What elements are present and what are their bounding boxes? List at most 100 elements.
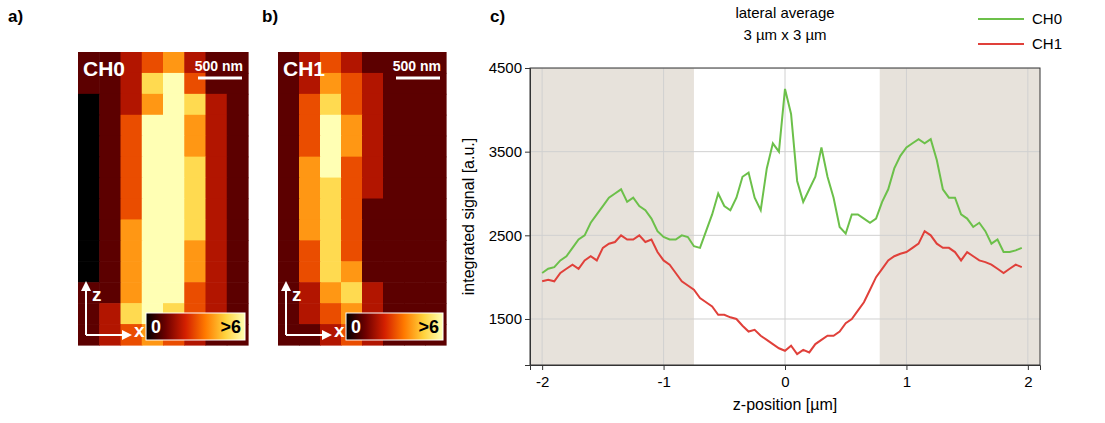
heatmap-cell xyxy=(184,136,206,158)
grid-line xyxy=(542,68,543,365)
axis-arrow xyxy=(286,334,324,336)
heatmap-cell xyxy=(383,261,405,283)
heatmap-cell xyxy=(299,240,321,262)
heatmap-cell xyxy=(99,178,121,200)
heatmap-cell xyxy=(320,94,342,116)
heatmap-cell xyxy=(99,136,121,158)
heatmap-cell xyxy=(206,219,228,241)
heatmap-cell xyxy=(184,115,206,137)
heatmap-cell xyxy=(278,94,300,116)
tick: 4500 xyxy=(489,59,530,76)
heatmap-cell xyxy=(341,240,363,262)
axis-line xyxy=(531,366,1041,371)
heatmap-cell xyxy=(299,136,321,158)
heatmap-cell xyxy=(320,219,342,241)
heatmap-cell xyxy=(227,115,249,137)
heatmap-cell xyxy=(404,240,426,262)
heatmap-cell xyxy=(320,240,342,262)
tick-label: 0 xyxy=(781,373,789,390)
heatmap-cell xyxy=(320,178,342,200)
arrow-head xyxy=(81,281,91,291)
heatmap-cell xyxy=(362,282,384,304)
heatmap-cell xyxy=(227,199,249,221)
heatmap-cell xyxy=(78,219,100,241)
colorbar-tick-label: 0 xyxy=(151,317,161,337)
heatmap-cell xyxy=(184,199,206,221)
heatmap-cell xyxy=(121,261,143,283)
heatmap-cell xyxy=(383,178,405,200)
grid-line xyxy=(785,68,786,365)
heatmap-cell xyxy=(341,199,363,221)
heatmap-cell xyxy=(341,73,363,95)
heatmap-cell xyxy=(99,94,121,116)
heatmap-cell xyxy=(78,199,100,221)
heatmap-cell xyxy=(142,115,164,137)
heatmap-cell xyxy=(404,261,426,283)
heatmap-cell xyxy=(163,136,185,158)
heatmap-cell xyxy=(362,157,384,179)
tick-mark xyxy=(525,235,530,236)
axis-arrow xyxy=(285,289,287,335)
axis-arrow xyxy=(86,334,124,336)
heatmap-cell xyxy=(184,240,206,262)
plot-background xyxy=(530,68,1040,365)
tick-label: 2500 xyxy=(489,227,522,244)
heatmap-cell xyxy=(404,115,426,137)
tick-label: 1 xyxy=(903,373,911,390)
heatmap-cell xyxy=(425,240,447,262)
chart-title: lateral average xyxy=(735,4,834,21)
heatmap-cell xyxy=(383,157,405,179)
grid-line xyxy=(530,151,1040,152)
heatmap-cell xyxy=(227,240,249,262)
heatmap-cell xyxy=(299,157,321,179)
heatmap-cell xyxy=(425,282,447,304)
heatmap-cell xyxy=(142,52,164,74)
heatmap-cell xyxy=(404,219,426,241)
axis-label: x xyxy=(334,320,345,341)
heatmap-cell xyxy=(121,115,143,137)
tick-label: 4500 xyxy=(489,59,522,76)
heatmap-cell xyxy=(206,199,228,221)
image-label: CH0 xyxy=(83,57,125,80)
heatmap-cell xyxy=(227,219,249,241)
heatmap-cell xyxy=(121,219,143,241)
heatmap-cell xyxy=(278,219,300,241)
axis-label: z xyxy=(92,284,102,305)
heatmap-cell xyxy=(142,261,164,283)
heatmap-cell xyxy=(163,282,185,304)
heatmap-cell xyxy=(278,136,300,158)
scale-bar-label: 500 nm xyxy=(195,58,243,74)
grid-line xyxy=(530,318,1040,319)
heatmap-cell xyxy=(78,157,100,179)
arrow-head xyxy=(322,330,332,340)
heatmap-cell xyxy=(425,219,447,241)
heatmap-cell xyxy=(404,94,426,116)
axis-line xyxy=(525,69,531,366)
heatmap-cell xyxy=(362,73,384,95)
grid-line xyxy=(663,68,664,365)
heatmap-cell xyxy=(278,240,300,262)
heatmap-cell xyxy=(99,282,121,304)
heatmap-cell xyxy=(227,282,249,304)
heatmap-cell xyxy=(383,136,405,158)
heatmap-cell xyxy=(362,261,384,283)
tick-label: -2 xyxy=(536,373,549,390)
shaded-region xyxy=(530,68,694,365)
heatmap-cell xyxy=(341,261,363,283)
heatmap-cell xyxy=(78,136,100,158)
arrow-head xyxy=(122,330,132,340)
heatmap-cell xyxy=(142,94,164,116)
heatmap-cell xyxy=(227,157,249,179)
heatmap-cell xyxy=(362,178,384,200)
heatmap-cell xyxy=(99,240,121,262)
panel-label: b) xyxy=(262,7,278,26)
heatmap-cell xyxy=(206,94,228,116)
heatmap-cell xyxy=(78,240,100,262)
heatmap-cell xyxy=(121,94,143,116)
heatmap-cell xyxy=(163,240,185,262)
heatmap-cell xyxy=(163,199,185,221)
tick-mark xyxy=(785,365,786,370)
heatmap-cell xyxy=(320,157,342,179)
heatmap-cell xyxy=(142,136,164,158)
heatmap-cell xyxy=(341,219,363,241)
